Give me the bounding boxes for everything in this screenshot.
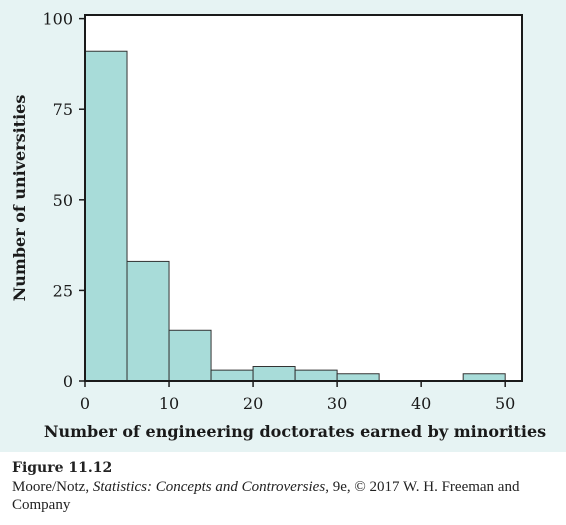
x-tick-label: 20 [243, 394, 263, 413]
y-axis-ticks: 0 25 50 75 100 [42, 10, 85, 391]
y-tick-label: 100 [42, 10, 73, 29]
credit-suffix: , 9e, © 2017 W. H. Freeman and Company [12, 479, 520, 513]
histogram-chart: 0 10 20 30 40 50 0 25 50 75 100 Number of engineeri… [10, 10, 546, 441]
histogram-bar [252, 366, 296, 382]
x-axis-ticks: 0 10 20 30 40 50 [80, 381, 515, 413]
histogram-bar [462, 373, 506, 382]
bars-group [84, 50, 506, 382]
figure-label: Figure 11.12 [12, 460, 113, 476]
x-tick-label: 50 [495, 394, 515, 413]
histogram-bar [126, 260, 170, 382]
histogram-bar [294, 369, 338, 382]
y-tick-label: 75 [53, 100, 73, 119]
x-tick-label: 30 [327, 394, 347, 413]
y-tick-label: 25 [53, 281, 73, 300]
credit-title: Statistics: Concepts and Controversies [92, 479, 326, 495]
figure-credit: Moore/Notz, Statistics: Concepts and Con… [12, 478, 557, 514]
y-axis-title: Number of universities [10, 95, 29, 302]
x-tick-label: 10 [159, 394, 179, 413]
figure-caption: Figure 11.12 Moore/Notz, Statistics: Con… [12, 460, 557, 514]
chart-panel: 0 10 20 30 40 50 0 25 50 75 100 Number of engineeri… [0, 0, 566, 452]
x-axis-title: Number of engineering doctorates earned … [44, 422, 546, 441]
histogram-bar [336, 373, 380, 382]
plot-frame [84, 14, 523, 382]
histogram-bar [84, 50, 128, 382]
histogram-bar [168, 329, 212, 382]
x-tick-label: 40 [411, 394, 431, 413]
plot-frame-group [84, 14, 523, 382]
credit-prefix: Moore/Notz, [12, 479, 93, 495]
x-tick-label: 0 [80, 394, 90, 413]
y-tick-label: 0 [63, 372, 73, 391]
y-tick-label: 50 [53, 191, 73, 210]
histogram-bar [210, 369, 254, 382]
